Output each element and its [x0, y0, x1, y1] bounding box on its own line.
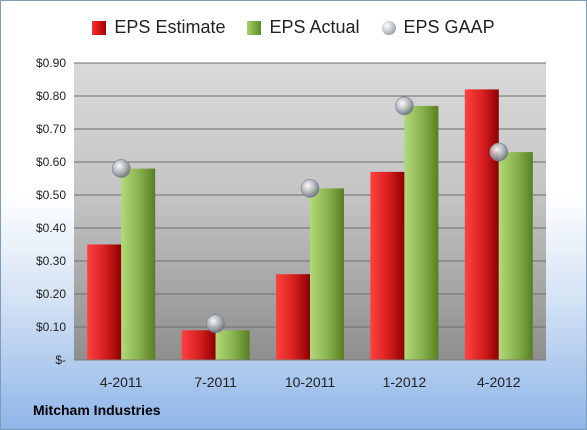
legend-item-eps-estimate: EPS Estimate [92, 17, 225, 38]
gaap-markers [111, 96, 509, 334]
marker-eps-gaap [111, 159, 131, 178]
marker-eps-gaap [489, 142, 509, 162]
y-tick-label: $0.30 [36, 254, 66, 268]
y-tick-label: $0.20 [36, 287, 66, 301]
bar-eps-estimate [276, 274, 310, 360]
bar-eps-actual [498, 152, 533, 360]
bar-eps-actual [121, 168, 156, 360]
legend-swatch-eps-estimate [92, 20, 107, 35]
y-tick-label: $0.10 [36, 320, 66, 334]
legend-swatch-eps-actual [247, 20, 262, 35]
x-tick-label: 4-2011 [100, 374, 143, 390]
marker-eps-gaap [206, 314, 225, 334]
legend: EPS Estimate EPS Actual EPS GAAP [1, 17, 586, 38]
y-tick-label: $0.90 [36, 56, 66, 70]
y-tick-label: $- [55, 353, 66, 367]
y-tick-label: $0.60 [36, 155, 66, 169]
marker-eps-gaap [395, 96, 414, 116]
legend-item-eps-gaap: EPS GAAP [381, 17, 495, 38]
bar-eps-estimate [181, 330, 216, 360]
bars [87, 89, 533, 361]
bar-eps-actual [310, 188, 344, 360]
legend-item-eps-actual: EPS Actual [247, 17, 360, 38]
y-tick-label: $0.50 [36, 188, 66, 202]
y-tick-label: $0.40 [36, 221, 66, 235]
company-name: Mitcham Industries [33, 402, 161, 418]
y-tick-label: $0.70 [36, 122, 66, 136]
legend-swatch-eps-gaap [381, 20, 396, 35]
bar-eps-actual [404, 105, 439, 361]
bar-eps-actual [215, 330, 250, 360]
x-tick-label: 4-2012 [477, 374, 521, 390]
x-tick-label: 10-2011 [285, 374, 336, 390]
marker-eps-gaap [300, 179, 320, 198]
legend-label-eps-gaap: EPS GAAP [403, 17, 495, 37]
bar-eps-estimate [370, 171, 405, 360]
y-tick-label: $0.80 [36, 89, 66, 103]
x-tick-label: 1-2012 [383, 374, 427, 390]
legend-label-eps-estimate: EPS Estimate [114, 17, 226, 37]
y-axis-tick-labels: $- $0.10 $0.20 $0.30 $0.40 $0.50 $0.60 $0.70 $0.… [36, 56, 66, 367]
legend-label-eps-actual: EPS Actual [269, 17, 360, 37]
bar-eps-estimate [464, 89, 499, 361]
x-tick-label: 7-2011 [194, 374, 237, 390]
x-axis-tick-labels: 4-2011 7-2011 10-2011 1-2012 4-2012 [100, 374, 521, 390]
bar-eps-estimate [87, 244, 122, 360]
